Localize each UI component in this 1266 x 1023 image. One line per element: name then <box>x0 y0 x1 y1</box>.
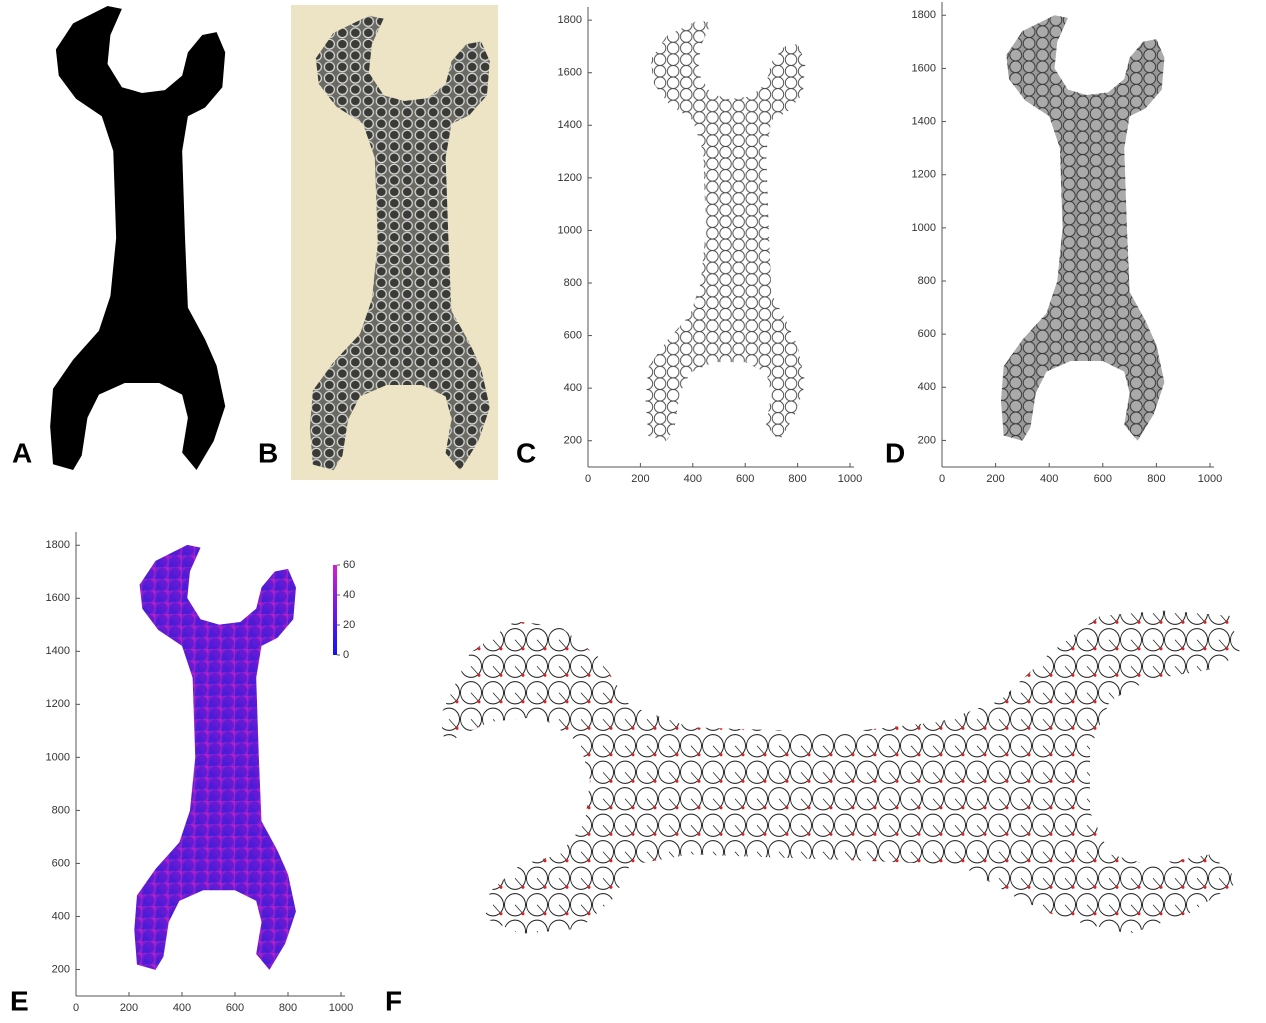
y-tick-label: 1400 <box>912 115 936 127</box>
colorbar-tick-label: 20 <box>343 619 355 631</box>
x-tick-label: 0 <box>585 473 591 485</box>
robot-displacement-vectors <box>440 611 1240 934</box>
y-tick-label: 200 <box>564 435 582 447</box>
y-tick-label: 400 <box>564 382 582 394</box>
x-tick-label: 600 <box>736 473 754 485</box>
y-tick-label: 800 <box>918 275 936 287</box>
y-tick-label: 1400 <box>46 645 70 657</box>
x-tick-label: 600 <box>226 1002 244 1014</box>
panel-label: F <box>385 985 402 1016</box>
x-tick-label: 200 <box>120 1002 138 1014</box>
panel-label: C <box>516 437 536 468</box>
x-tick-label: 1000 <box>838 473 862 485</box>
y-tick-label: 600 <box>918 328 936 340</box>
y-tick-label: 200 <box>918 434 936 446</box>
y-tick-label: 1400 <box>558 119 582 131</box>
y-tick-label: 800 <box>564 277 582 289</box>
x-tick-label: 0 <box>73 1002 79 1014</box>
panel-label: E <box>10 985 29 1016</box>
x-tick-label: 800 <box>788 473 806 485</box>
robot-error-map <box>134 545 296 970</box>
y-tick-label: 1200 <box>912 169 936 181</box>
y-tick-label: 1000 <box>912 222 936 234</box>
y-tick-label: 400 <box>52 910 70 922</box>
x-tick-label: 0 <box>939 473 945 485</box>
colorbar-tick-label: 0 <box>343 649 349 661</box>
y-tick-label: 1000 <box>558 224 582 236</box>
x-tick-label: 200 <box>631 473 649 485</box>
x-tick-label: 1000 <box>329 1002 353 1014</box>
x-tick-label: 800 <box>279 1002 297 1014</box>
robot-positions-overlay <box>1001 15 1164 441</box>
colorbar <box>333 565 337 655</box>
y-tick-label: 800 <box>52 804 70 816</box>
panel-label: A <box>12 437 32 468</box>
y-tick-label: 200 <box>52 963 70 975</box>
y-tick-label: 1800 <box>46 539 70 551</box>
x-tick-label: 400 <box>173 1002 191 1014</box>
robot-positions <box>646 20 806 441</box>
x-tick-label: 1000 <box>1198 473 1222 485</box>
y-tick-label: 1800 <box>912 9 936 21</box>
x-tick-label: 800 <box>1147 473 1165 485</box>
panel-label: D <box>885 437 905 468</box>
y-tick-label: 1200 <box>558 172 582 184</box>
figure: ABC0200400600800100020040060080010001200… <box>0 0 1266 1018</box>
x-tick-label: 200 <box>986 473 1004 485</box>
wrench-target <box>50 6 225 470</box>
panel-label: B <box>258 437 278 468</box>
colorbar-tick-label: 40 <box>343 589 355 601</box>
y-tick-label: 1000 <box>46 751 70 763</box>
y-tick-label: 1200 <box>46 698 70 710</box>
y-tick-label: 400 <box>918 381 936 393</box>
x-tick-label: 600 <box>1094 473 1112 485</box>
y-tick-label: 600 <box>564 329 582 341</box>
y-tick-label: 1600 <box>558 67 582 79</box>
colorbar-tick-label: 60 <box>343 559 355 571</box>
x-tick-label: 400 <box>684 473 702 485</box>
y-tick-label: 1600 <box>46 592 70 604</box>
x-tick-label: 400 <box>1040 473 1058 485</box>
y-tick-label: 1800 <box>558 14 582 26</box>
y-tick-label: 1600 <box>912 62 936 74</box>
y-tick-label: 600 <box>52 857 70 869</box>
